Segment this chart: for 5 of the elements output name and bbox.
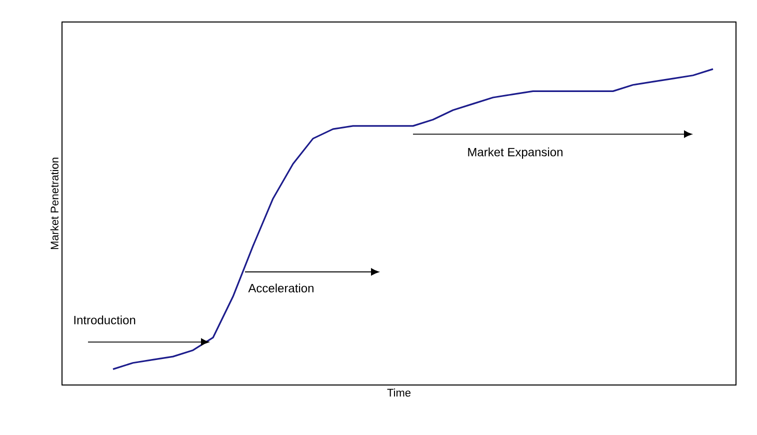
annotation: Introduction <box>74 316 136 324</box>
x-axis-title: Time <box>387 388 411 397</box>
annotation: Market Expansion <box>468 148 562 159</box>
annotation: Acceleration <box>248 284 314 292</box>
y-axis-title: Market Penetration <box>50 158 58 250</box>
